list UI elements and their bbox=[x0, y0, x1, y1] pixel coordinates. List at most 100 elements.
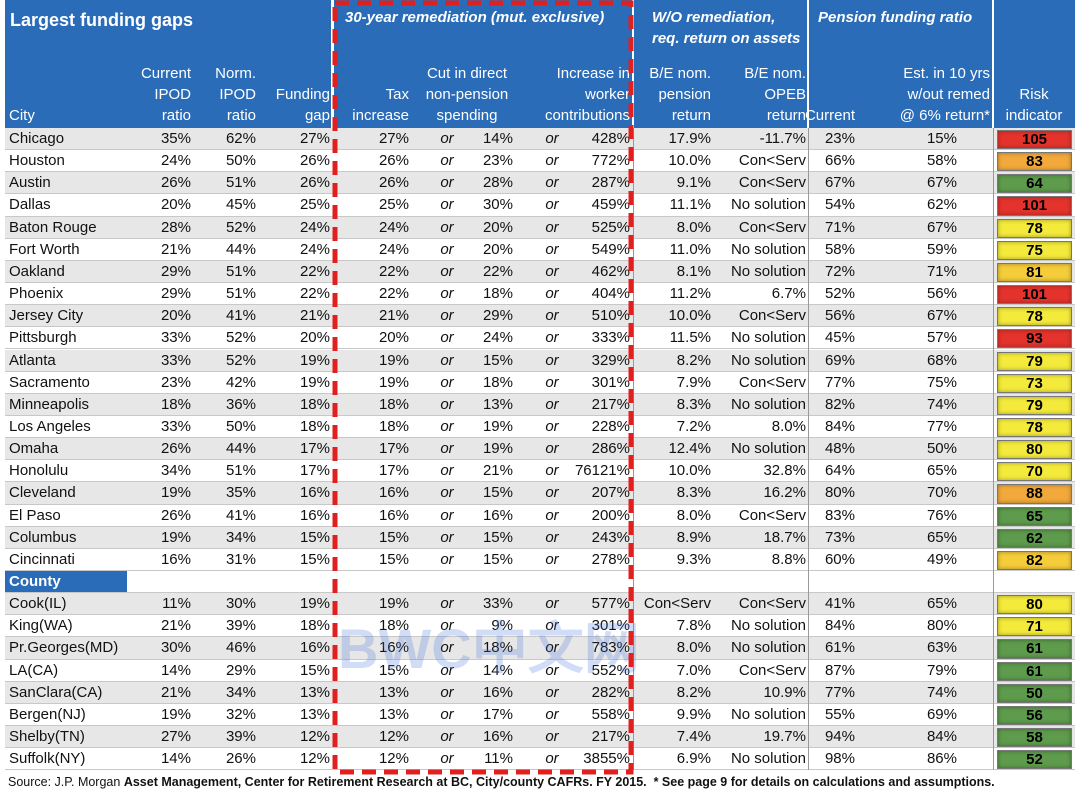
cell: 19% bbox=[378, 351, 409, 369]
cell: 65% bbox=[926, 462, 957, 480]
connector: or bbox=[545, 395, 559, 413]
column-header: Norm. IPOD ratio bbox=[215, 65, 256, 124]
cell: 11.0% bbox=[669, 240, 711, 258]
cell: 16% bbox=[299, 484, 330, 502]
cell: 23% bbox=[824, 130, 855, 147]
cell: 71% bbox=[824, 218, 855, 236]
column-divider bbox=[633, 128, 634, 771]
cell: 51% bbox=[225, 462, 256, 480]
cell: 25% bbox=[299, 196, 330, 214]
column-header: B/E nom. pension return bbox=[649, 65, 711, 124]
cell: No solution bbox=[730, 329, 806, 347]
connector: or bbox=[440, 705, 454, 723]
cell: 33% bbox=[160, 417, 191, 435]
cell: 17% bbox=[299, 440, 330, 458]
cell: 18% bbox=[378, 395, 409, 413]
risk-indicator: 61 bbox=[997, 639, 1072, 659]
cell: Con<Serv bbox=[643, 595, 711, 613]
risk-indicator: 65 bbox=[997, 506, 1072, 526]
cell: Con<Serv bbox=[738, 152, 806, 170]
cell: 17% bbox=[482, 705, 513, 723]
cell: 18% bbox=[299, 395, 330, 413]
cell: 12% bbox=[299, 750, 330, 768]
cell: 772% bbox=[591, 152, 630, 170]
cell: 76121% bbox=[574, 462, 630, 480]
cell: 83% bbox=[824, 506, 855, 524]
cell: 26% bbox=[299, 174, 330, 192]
cell: 6.7% bbox=[771, 285, 806, 303]
cell: 525% bbox=[591, 218, 630, 236]
cell: 24% bbox=[160, 152, 191, 170]
cell: 15% bbox=[482, 550, 513, 568]
cell: 17% bbox=[378, 440, 409, 458]
cell: 16% bbox=[482, 728, 513, 746]
cell: 31% bbox=[225, 550, 256, 568]
cell: 459% bbox=[591, 196, 630, 214]
connector: or bbox=[545, 351, 559, 369]
row-label: Jersey City bbox=[9, 307, 84, 325]
cell: 14% bbox=[160, 661, 191, 679]
cell: 41% bbox=[225, 307, 256, 325]
row-label: Sacramento bbox=[9, 373, 90, 391]
cell: 35% bbox=[160, 130, 191, 147]
cell: 7.4% bbox=[676, 728, 711, 746]
cell: Con<Serv bbox=[738, 307, 806, 325]
cell: 26% bbox=[160, 174, 191, 192]
cell: 22% bbox=[378, 262, 409, 280]
connector: or bbox=[440, 550, 454, 568]
cell: 67% bbox=[926, 307, 957, 325]
cell: Con<Serv bbox=[738, 595, 806, 613]
row-label: LA(CA) bbox=[9, 661, 59, 679]
cell: 57% bbox=[926, 329, 957, 347]
connector: or bbox=[440, 240, 454, 258]
cell: 32% bbox=[225, 705, 256, 723]
cell: 29% bbox=[482, 307, 513, 325]
cell: 15% bbox=[378, 550, 409, 568]
row-label: SanClara(CA) bbox=[9, 683, 103, 701]
cell: No solution bbox=[730, 395, 806, 413]
cell: 29% bbox=[160, 285, 191, 303]
risk-indicator: 88 bbox=[997, 484, 1072, 504]
column-divider bbox=[808, 128, 809, 771]
cell: 8.2% bbox=[676, 683, 711, 701]
cell: 8.0% bbox=[771, 417, 806, 435]
cell: 50% bbox=[926, 440, 957, 458]
cell: 24% bbox=[482, 329, 513, 347]
cell: 428% bbox=[591, 130, 630, 147]
cell: 22% bbox=[482, 262, 513, 280]
cell: 39% bbox=[225, 617, 256, 635]
cell: 29% bbox=[225, 661, 256, 679]
cell: 286% bbox=[591, 440, 630, 458]
cell: 12.4% bbox=[668, 440, 711, 458]
cell: 26% bbox=[299, 152, 330, 170]
cell: 200% bbox=[591, 506, 630, 524]
cell: 14% bbox=[482, 130, 513, 147]
connector: or bbox=[545, 307, 559, 325]
cell: 8.0% bbox=[676, 639, 711, 657]
risk-indicator: 82 bbox=[997, 550, 1072, 570]
cell: 69% bbox=[926, 705, 957, 723]
cell: 278% bbox=[591, 550, 630, 568]
risk-indicator: 70 bbox=[997, 462, 1072, 482]
cell: 16.2% bbox=[763, 484, 806, 502]
cell: 74% bbox=[926, 395, 957, 413]
connector: or bbox=[440, 417, 454, 435]
cell: 18% bbox=[299, 617, 330, 635]
cell: No solution bbox=[730, 617, 806, 635]
row-label: Minneapolis bbox=[9, 395, 90, 413]
watermark: BWC中文网 bbox=[338, 617, 640, 680]
cell: 41% bbox=[225, 506, 256, 524]
cell: 19% bbox=[378, 373, 409, 391]
source-note: Source: J.P. Morgan Asset Management, Ce… bbox=[8, 775, 995, 789]
cell: 52% bbox=[824, 285, 855, 303]
cell: 26% bbox=[378, 174, 409, 192]
connector: or bbox=[440, 528, 454, 546]
cell: 3855% bbox=[583, 750, 630, 768]
connector: or bbox=[545, 285, 559, 303]
column-header: Current IPOD ratio bbox=[140, 65, 191, 124]
cell: 20% bbox=[378, 329, 409, 347]
cell: 67% bbox=[824, 174, 855, 192]
connector: or bbox=[545, 152, 559, 170]
cell: 15% bbox=[299, 528, 330, 546]
cell: 23% bbox=[160, 373, 191, 391]
